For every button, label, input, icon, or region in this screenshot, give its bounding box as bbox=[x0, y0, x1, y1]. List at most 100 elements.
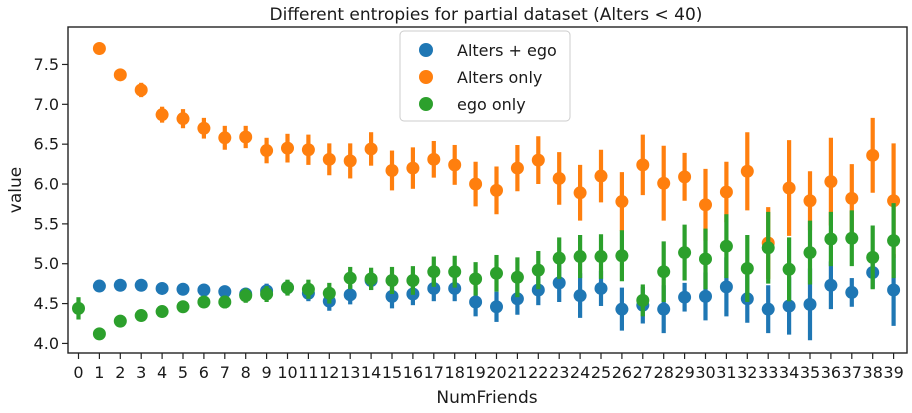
x-tick-label: 9 bbox=[262, 363, 272, 382]
data-point bbox=[657, 176, 671, 190]
data-point bbox=[113, 68, 127, 82]
data-point bbox=[92, 42, 106, 56]
data-point bbox=[134, 309, 148, 323]
data-point bbox=[531, 153, 545, 167]
data-point bbox=[448, 265, 462, 279]
data-point bbox=[176, 300, 190, 314]
data-point bbox=[155, 108, 169, 122]
data-point bbox=[740, 262, 754, 276]
data-point bbox=[615, 249, 629, 263]
data-point bbox=[113, 314, 127, 328]
x-tick-label: 14 bbox=[361, 363, 381, 382]
y-tick-label: 6.5 bbox=[34, 135, 59, 154]
x-tick-label: 10 bbox=[277, 363, 297, 382]
data-point bbox=[469, 177, 483, 191]
data-point bbox=[281, 281, 294, 295]
series-alters-only bbox=[92, 42, 901, 279]
x-tick-label: 0 bbox=[73, 363, 83, 382]
data-point bbox=[782, 262, 796, 276]
data-point bbox=[824, 175, 838, 189]
legend-label: Alters only bbox=[457, 68, 542, 87]
data-point bbox=[385, 273, 399, 287]
data-point bbox=[531, 263, 545, 277]
x-tick-label: 4 bbox=[157, 363, 167, 382]
x-tick-label: 30 bbox=[695, 363, 715, 382]
data-point bbox=[615, 195, 629, 209]
data-point bbox=[322, 286, 336, 300]
data-point bbox=[260, 144, 274, 158]
data-point bbox=[552, 171, 566, 185]
data-point bbox=[866, 148, 880, 162]
data-point bbox=[699, 289, 712, 303]
y-axis-label: value bbox=[6, 167, 26, 213]
x-tick-label: 2 bbox=[115, 363, 125, 382]
chart-title: Different entropies for partial dataset … bbox=[270, 5, 703, 25]
x-tick-label: 39 bbox=[883, 363, 903, 382]
x-tick-label: 31 bbox=[716, 363, 736, 382]
data-point bbox=[678, 290, 692, 304]
data-point bbox=[573, 250, 587, 264]
legend-marker bbox=[419, 97, 433, 111]
data-point bbox=[197, 121, 211, 135]
x-tick-label: 27 bbox=[633, 363, 653, 382]
x-tick-label: 22 bbox=[528, 363, 548, 382]
data-point bbox=[510, 270, 524, 284]
data-point bbox=[740, 164, 754, 178]
data-point bbox=[719, 280, 733, 294]
data-point bbox=[197, 295, 211, 309]
data-point bbox=[134, 83, 148, 97]
data-point bbox=[385, 289, 399, 303]
x-tick-label: 7 bbox=[220, 363, 230, 382]
y-tick-label: 4.0 bbox=[34, 334, 59, 353]
data-point bbox=[469, 295, 483, 309]
data-point bbox=[301, 282, 315, 296]
data-point bbox=[281, 141, 294, 155]
x-tick-label: 34 bbox=[779, 363, 799, 382]
data-point bbox=[782, 299, 796, 313]
x-tick-label: 15 bbox=[382, 363, 402, 382]
data-point bbox=[678, 246, 692, 260]
x-tick-label: 28 bbox=[654, 363, 674, 382]
data-point bbox=[385, 163, 399, 177]
x-axis-label: NumFriends bbox=[436, 388, 537, 408]
data-point bbox=[364, 142, 378, 156]
data-point bbox=[719, 185, 733, 199]
x-axis: 0 1 2 3 4 5 6 7 8 9 10 11 12 13 14 15 16 17 18 19 20 21 22 23 24… bbox=[73, 353, 904, 382]
x-tick-label: 11 bbox=[298, 363, 318, 382]
y-tick-label: 7.0 bbox=[34, 95, 59, 114]
legend-marker bbox=[419, 43, 433, 57]
x-tick-label: 24 bbox=[570, 363, 590, 382]
data-point bbox=[72, 301, 85, 315]
data-point bbox=[406, 273, 420, 287]
x-tick-label: 36 bbox=[821, 363, 841, 382]
data-point bbox=[469, 272, 483, 286]
y-tick-label: 6.0 bbox=[34, 175, 59, 194]
x-tick-label: 23 bbox=[549, 363, 569, 382]
x-tick-label: 17 bbox=[424, 363, 444, 382]
data-point bbox=[510, 161, 524, 175]
plot-frame bbox=[67, 26, 908, 354]
x-tick-label: 19 bbox=[465, 363, 485, 382]
data-point bbox=[197, 283, 211, 297]
data-point bbox=[657, 302, 671, 316]
data-point bbox=[301, 143, 315, 157]
data-point bbox=[176, 282, 190, 296]
x-tick-label: 8 bbox=[241, 363, 251, 382]
data-point bbox=[343, 271, 357, 285]
data-point bbox=[322, 152, 336, 166]
data-point bbox=[594, 281, 608, 295]
x-tick-label: 3 bbox=[136, 363, 146, 382]
data-point bbox=[594, 169, 608, 183]
legend-box bbox=[399, 30, 571, 122]
data-point bbox=[427, 265, 441, 279]
x-tick-label: 33 bbox=[758, 363, 778, 382]
data-point bbox=[761, 302, 775, 316]
x-tick-label: 12 bbox=[319, 363, 339, 382]
data-point bbox=[92, 279, 106, 293]
data-point bbox=[573, 289, 587, 303]
x-tick-label: 5 bbox=[178, 363, 188, 382]
series-ego-only bbox=[72, 203, 901, 341]
data-point bbox=[845, 231, 859, 245]
data-point bbox=[573, 186, 587, 200]
